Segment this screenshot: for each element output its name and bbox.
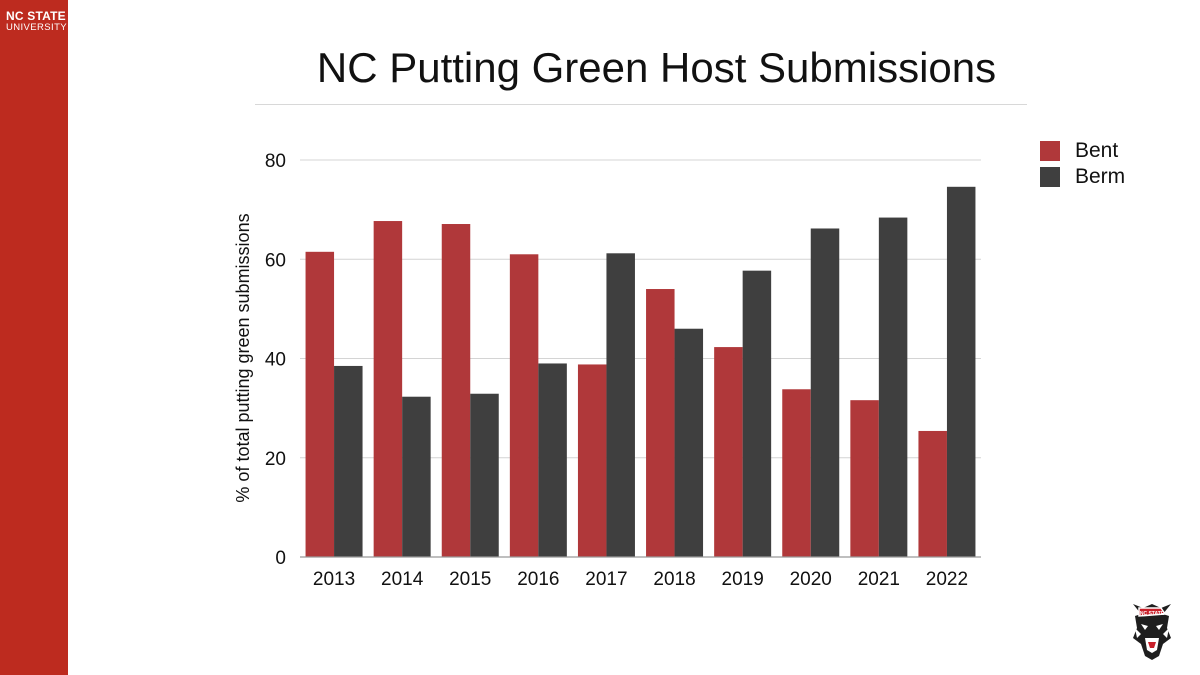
ncstate-logo: NC STATE UNIVERSITY [6, 10, 67, 33]
bar-bent [850, 400, 879, 557]
bar-bent [373, 221, 403, 557]
x-tick-label: 2021 [858, 569, 900, 590]
y-axis-label: % of total putting green submissions [233, 213, 253, 502]
x-tick-label: 2015 [449, 569, 491, 590]
x-tick-label: 2016 [517, 569, 559, 590]
bar-berm [606, 253, 635, 558]
legend-label-berm: Berm [1075, 165, 1126, 188]
title-divider [255, 104, 1027, 105]
sidebar-band: NC STATE UNIVERSITY [0, 0, 68, 675]
legend-label-bent: Bent [1075, 139, 1119, 162]
x-tick-label: 2019 [722, 569, 764, 590]
bar-bent [577, 364, 607, 557]
bar-berm [810, 228, 840, 558]
bar-berm [878, 217, 908, 557]
y-tick-label: 0 [275, 548, 286, 569]
bar-bent [918, 430, 947, 557]
y-tick-label: 40 [265, 350, 286, 371]
x-tick-label: 2018 [653, 569, 695, 590]
wolf-mascot-icon: NC STATE [1133, 604, 1171, 660]
chart-legend: Bent Berm [1040, 138, 1125, 190]
bar-bent [782, 389, 811, 557]
bar-berm [334, 365, 363, 557]
chart-title: NC Putting Green Host Submissions [316, 44, 997, 91]
x-tick-label: 2022 [926, 569, 968, 590]
bar-bent [305, 251, 335, 557]
svg-text:NC STATE: NC STATE [1140, 611, 1165, 617]
bar-berm [402, 396, 431, 557]
bar-bent [714, 347, 743, 557]
legend-swatch-bent [1040, 141, 1060, 161]
bar-berm [538, 363, 567, 557]
bar-berm [470, 393, 499, 557]
x-tick-label: 2017 [585, 569, 627, 590]
y-tick-label: 60 [265, 250, 286, 271]
legend-item-berm: Berm [1040, 164, 1125, 190]
legend-item-bent: Bent [1040, 138, 1125, 164]
brand-line2: UNIVERSITY [6, 22, 68, 33]
bar-bent [646, 289, 675, 557]
x-tick-label: 2014 [381, 569, 424, 590]
bar-berm [742, 270, 772, 557]
brand-line1: NC STATE [6, 9, 66, 23]
bar-bent [509, 254, 539, 557]
bar-berm [674, 328, 704, 557]
y-tick-label: 80 [265, 151, 286, 172]
legend-swatch-berm [1040, 167, 1060, 187]
y-tick-label: 20 [265, 449, 286, 470]
bar-berm [946, 186, 976, 558]
x-tick-label: 2013 [313, 569, 355, 590]
x-tick-label: 2020 [790, 569, 832, 590]
bar-bent [441, 224, 471, 558]
